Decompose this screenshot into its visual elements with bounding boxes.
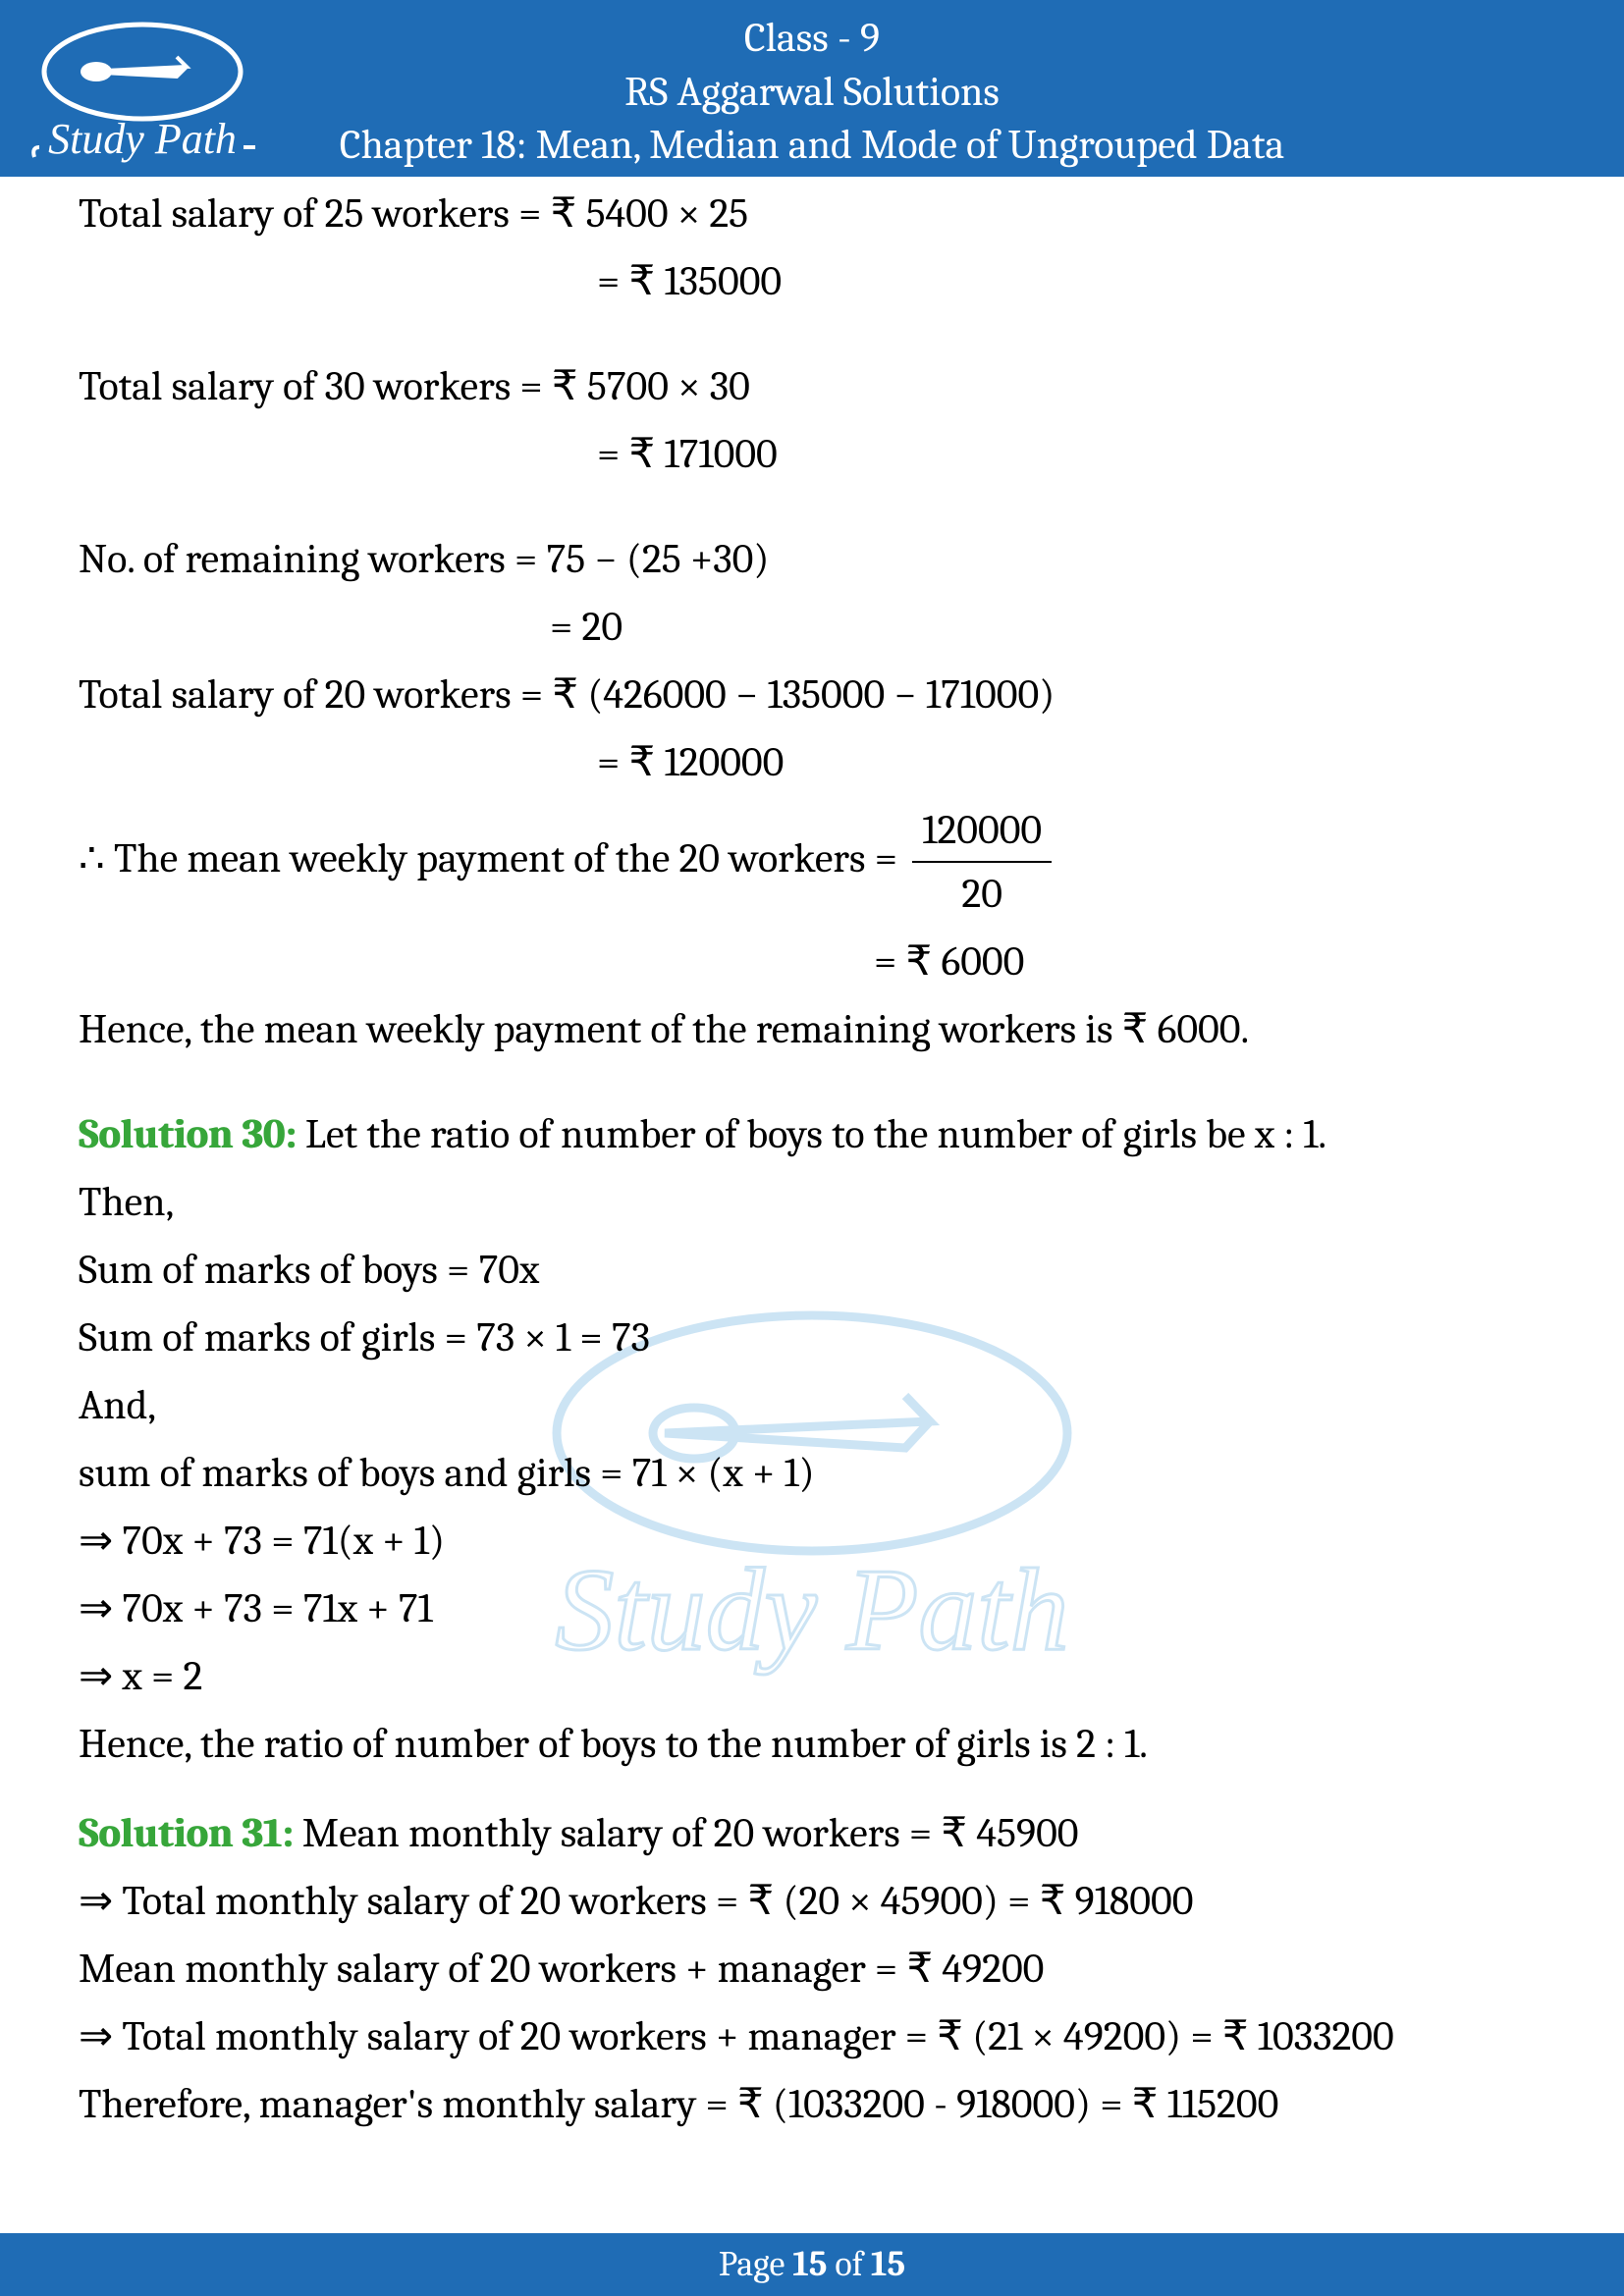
- sol31-heading: Solution 31: Mean monthly salary of 20 w…: [79, 1802, 1545, 1864]
- sol29-l2: = ₹ 135000: [79, 250, 1545, 312]
- solution-30-label: Solution 30:: [79, 1110, 297, 1158]
- sol30-l4: Sum of marks of girls = 73 × 1 = 73: [79, 1307, 1545, 1368]
- footer-current: 15: [792, 2244, 827, 2284]
- sol29-l4: = ₹ 171000: [79, 423, 1545, 485]
- sol31-l4: ⇒ Total monthly salary of 20 workers + m…: [79, 2005, 1545, 2067]
- sol29-l7: Total salary of 20 workers = ₹ (426000 −…: [79, 664, 1545, 725]
- sol30-l6: sum of marks of boys and girls = 71 × (x…: [79, 1442, 1545, 1504]
- sol29-l5: No. of remaining workers = 75 − (25 +30): [79, 528, 1545, 590]
- sol30-l5: And,: [79, 1374, 1545, 1436]
- sol30-l10: Hence, the ratio of number of boys to th…: [79, 1713, 1545, 1775]
- content-area: Total salary of 25 workers = ₹ 5400 × 25…: [0, 183, 1624, 2135]
- sol29-l8: = ₹ 120000: [79, 731, 1545, 793]
- sol31-l1: Mean monthly salary of 20 workers = ₹ 45…: [294, 1809, 1079, 1857]
- sol29-l9-text: ∴ The mean weekly payment of the 20 work…: [79, 834, 906, 882]
- sol30-l7: ⇒ 70x + 73 = 71(x + 1): [79, 1510, 1545, 1572]
- sol29-l1: Total salary of 25 workers = ₹ 5400 × 25: [79, 183, 1545, 244]
- sol30-l2: Then,: [79, 1171, 1545, 1233]
- sol31-l5: Therefore, manager's monthly salary = ₹ …: [79, 2073, 1545, 2135]
- page-footer: Page 15 of 15: [0, 2233, 1624, 2296]
- sol30-l1: Let the ratio of number of boys to the n…: [297, 1110, 1326, 1158]
- footer-mid: of: [827, 2244, 870, 2284]
- sol30-l9: ⇒ x = 2: [79, 1645, 1545, 1707]
- study-path-logo: Study Path: [29, 18, 255, 165]
- sol29-l6: = 20: [79, 596, 1545, 658]
- sol30-l3: Sum of marks of boys = 70x: [79, 1239, 1545, 1301]
- solution-31-label: Solution 31:: [79, 1809, 294, 1857]
- sol29-l11: Hence, the mean weekly payment of the re…: [79, 998, 1545, 1060]
- sol29-l9: ∴ The mean weekly payment of the 20 work…: [79, 799, 1545, 925]
- frac-den: 20: [912, 863, 1052, 925]
- page-header: Study Path Class - 9 RS Aggarwal Solutio…: [0, 0, 1624, 177]
- svg-text:Study Path: Study Path: [48, 115, 237, 163]
- sol31-l3: Mean monthly salary of 20 workers + mana…: [79, 1938, 1545, 2000]
- sol30-l8: ⇒ 70x + 73 = 71x + 71: [79, 1577, 1545, 1639]
- sol29-l3: Total salary of 30 workers = ₹ 5700 × 30: [79, 355, 1545, 417]
- sol31-l2: ⇒ Total monthly salary of 20 workers = ₹…: [79, 1870, 1545, 1932]
- frac-num: 120000: [912, 799, 1052, 863]
- footer-total: 15: [871, 2244, 905, 2284]
- sol30-heading: Solution 30: Let the ratio of number of …: [79, 1103, 1545, 1165]
- footer-prefix: Page: [719, 2244, 792, 2284]
- fraction: 12000020: [912, 799, 1052, 925]
- sol29-l10: = ₹ 6000: [79, 931, 1545, 992]
